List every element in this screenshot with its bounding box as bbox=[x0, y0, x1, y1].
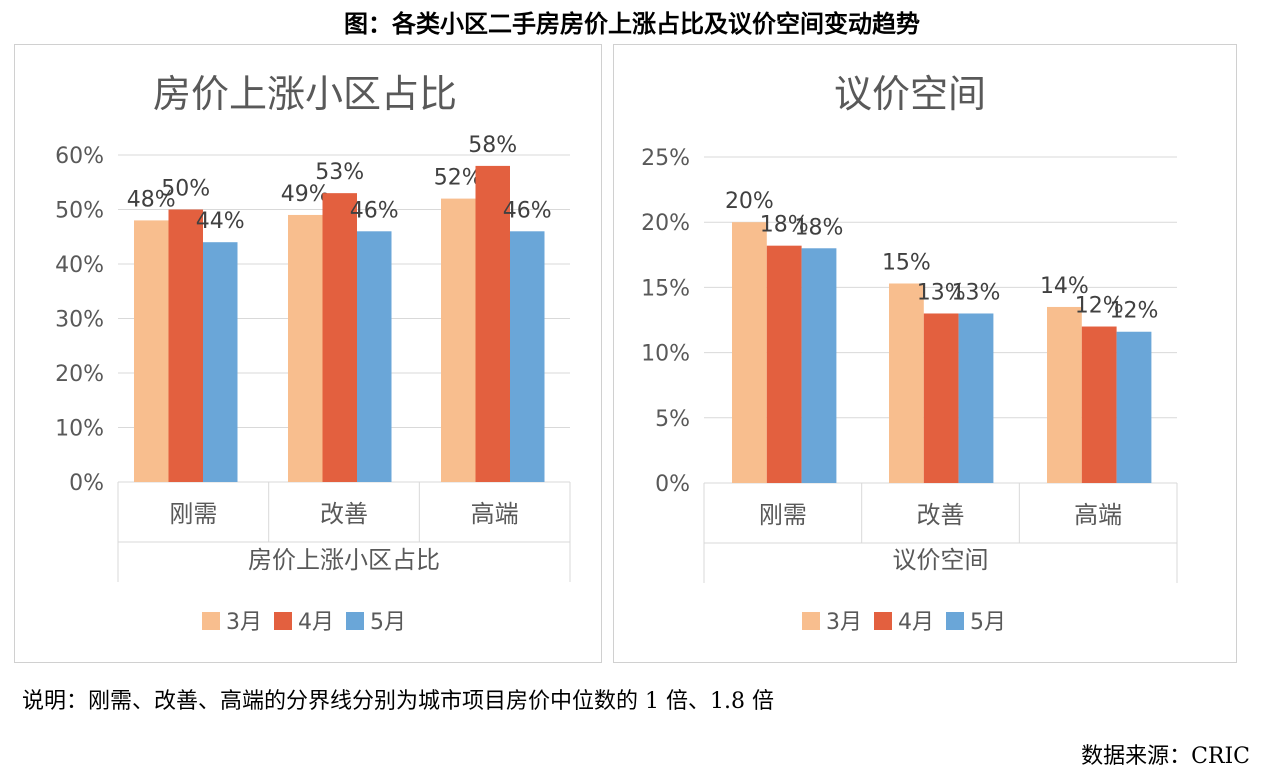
figure-title: 图：各类小区二手房房价上涨占比及议价空间变动趋势 bbox=[344, 10, 920, 38]
data-label: 12% bbox=[1110, 299, 1159, 324]
y-tick-label: 50% bbox=[55, 199, 104, 224]
x-category-label: 高端 bbox=[471, 500, 519, 528]
data-label: 15% bbox=[882, 250, 931, 275]
data-label: 14% bbox=[1040, 274, 1089, 299]
x-axis-title: 议价空间 bbox=[893, 546, 989, 574]
data-label: 44% bbox=[196, 209, 245, 234]
y-tick-label: 20% bbox=[55, 362, 104, 387]
bar-chart0-s1-c1 bbox=[322, 193, 357, 482]
y-tick-label: 30% bbox=[55, 308, 104, 333]
data-label: 48% bbox=[127, 187, 176, 212]
bar-chart0-s0-c2 bbox=[441, 198, 476, 482]
y-tick-label: 20% bbox=[641, 211, 690, 236]
legend-label: 3月 bbox=[226, 610, 262, 635]
data-label: 18% bbox=[760, 213, 809, 238]
y-tick-label: 5% bbox=[655, 407, 690, 432]
chart-bargain-space-svg: 议价空间 0% 5% 10% 15% 20% 25% 20% 15% 14% 18% 13% 12% 18… bbox=[641, 72, 1178, 635]
legend-label: 3月 bbox=[826, 610, 862, 635]
data-source: 数据来源：CRIC bbox=[1081, 744, 1250, 769]
bar-chart1-s1-c0 bbox=[766, 245, 802, 483]
legend-swatch bbox=[874, 612, 892, 630]
x-category-label: 改善 bbox=[917, 501, 965, 529]
x-axis-title: 房价上涨小区占比 bbox=[248, 546, 440, 574]
legend-swatch bbox=[802, 612, 820, 630]
x-category-label: 刚需 bbox=[169, 500, 217, 528]
chart-title: 房价上涨小区占比 bbox=[153, 72, 457, 116]
bar-chart0-s2-c1 bbox=[357, 231, 392, 482]
chart-title: 议价空间 bbox=[834, 72, 986, 116]
y-tick-label: 60% bbox=[55, 144, 104, 169]
data-label: 50% bbox=[161, 177, 210, 202]
data-label: 53% bbox=[315, 160, 364, 185]
bar-chart0-s0-c1 bbox=[288, 214, 323, 482]
data-label: 58% bbox=[468, 133, 517, 158]
data-label: 46% bbox=[503, 198, 552, 223]
y-tick-label: 10% bbox=[55, 417, 104, 442]
y-tick-label: 0% bbox=[69, 471, 104, 496]
bar-chart0-s2-c0 bbox=[203, 242, 238, 482]
data-label: 46% bbox=[350, 198, 399, 223]
bar-chart1-s0-c2 bbox=[1047, 306, 1082, 483]
x-category-label: 改善 bbox=[320, 500, 368, 528]
legend-swatch bbox=[346, 612, 364, 630]
data-label: 12% bbox=[1075, 294, 1124, 319]
x-category-label: 刚需 bbox=[759, 501, 807, 529]
bar-chart0-s2-c2 bbox=[510, 231, 545, 482]
legend-label: 4月 bbox=[298, 610, 334, 635]
chart-panel-bargain-space: 议价空间 0% 5% 10% 15% 20% 25% 20% 15% 14% 18% 13% 12% 18… bbox=[613, 44, 1237, 663]
legend-swatch bbox=[202, 612, 220, 630]
legend-swatch bbox=[946, 612, 964, 630]
bar-chart0-s1-c0 bbox=[168, 209, 203, 482]
bar-chart1-s1-c1 bbox=[923, 313, 959, 483]
bar-chart1-s1-c2 bbox=[1081, 326, 1117, 483]
data-label: 13% bbox=[917, 280, 966, 305]
y-tick-label: 40% bbox=[55, 253, 104, 278]
bar-chart1-s0-c0 bbox=[732, 222, 767, 483]
bar-chart1-s2-c0 bbox=[801, 248, 837, 483]
bar-chart0-s0-c0 bbox=[134, 220, 169, 482]
data-label: 13% bbox=[952, 280, 1001, 305]
legend-label: 4月 bbox=[898, 610, 934, 635]
data-label: 18% bbox=[795, 215, 844, 240]
data-label: 49% bbox=[281, 182, 330, 207]
legend-swatch bbox=[274, 612, 292, 630]
y-tick-label: 0% bbox=[655, 472, 690, 497]
figure-note: 说明：刚需、改善、高端的分界线分别为城市项目房价中位数的 1 倍、1.8 倍 bbox=[22, 689, 774, 714]
y-tick-label: 25% bbox=[641, 146, 690, 171]
chart-panel-price-rise: 房价上涨小区占比 0% 10% 20% 30% 40% 50% 60% 48% 49% 52% 50%… bbox=[14, 44, 602, 663]
x-category-label: 高端 bbox=[1074, 501, 1122, 529]
data-label: 20% bbox=[725, 189, 774, 214]
legend-label: 5月 bbox=[370, 610, 406, 635]
data-label: 52% bbox=[434, 166, 483, 191]
bar-chart0-s1-c2 bbox=[475, 165, 510, 482]
legend-label: 5月 bbox=[970, 610, 1006, 635]
y-tick-label: 10% bbox=[641, 342, 690, 367]
bar-chart1-s2-c2 bbox=[1116, 331, 1152, 483]
bar-chart1-s2-c1 bbox=[958, 313, 994, 483]
y-tick-label: 15% bbox=[641, 276, 690, 301]
bar-chart1-s0-c1 bbox=[889, 283, 924, 483]
chart-price-rise-svg: 房价上涨小区占比 0% 10% 20% 30% 40% 50% 60% 48% 49% 52% 50%… bbox=[55, 72, 571, 635]
